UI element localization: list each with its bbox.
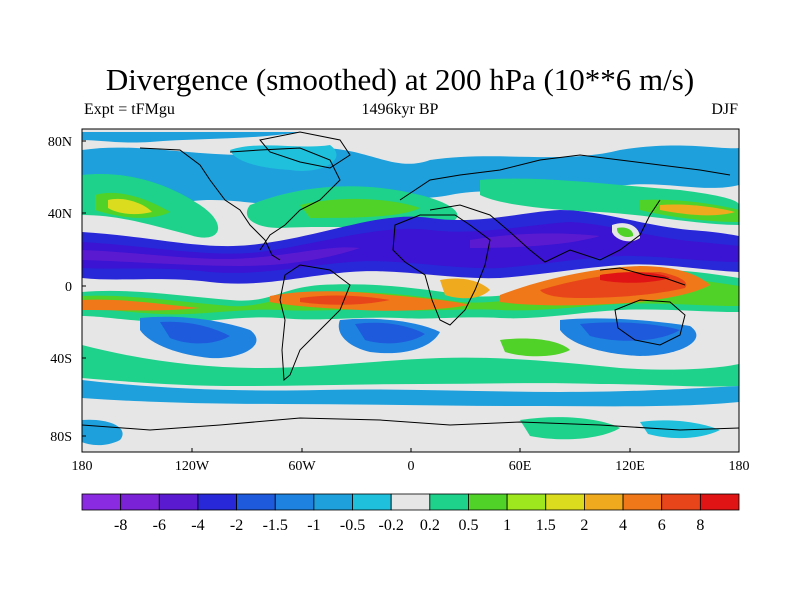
contour-neg-sindian-core: [580, 322, 680, 341]
lat-label-0: 0: [65, 280, 72, 295]
lon-label-60w: 60W: [288, 459, 316, 474]
contour-pos-samerica-core: [300, 295, 390, 305]
contour-neg-satlantic-core: [355, 322, 425, 344]
longitude-axis: 180 120W 60W 0 60E 120E 180: [72, 448, 750, 474]
coast-north-america-east: [229, 147, 341, 251]
colorbar-swatch: [661, 493, 701, 511]
contour-pos-maritime-max: [600, 272, 670, 283]
colorbar-label: 2: [580, 517, 588, 534]
contour-neg-asia-core: [470, 233, 600, 248]
colorbar-swatch: [236, 493, 276, 511]
lon-label-120w: 120W: [175, 459, 210, 474]
lon-label-180w: 180: [72, 459, 93, 474]
lon-label-180e: 180: [729, 459, 750, 474]
colorbar-swatch: [313, 493, 353, 511]
colorbar-label: 0.2: [420, 517, 440, 534]
contour-pos-china: [617, 227, 634, 238]
contour-pos-npacific-core: [108, 198, 152, 215]
contour-neg-antarctic-east: [640, 420, 720, 439]
plot-title: Divergence (smoothed) at 200 hPa (10**6 …: [105, 62, 695, 97]
experiment-label: Expt = tFMgu: [84, 101, 175, 118]
contour-neg-pole-n: [82, 132, 300, 143]
colorbar-label: -8: [114, 517, 127, 534]
colorbar-label: 1.5: [536, 517, 556, 534]
contour-neg-spacific-core: [160, 321, 230, 344]
colorbar-label: -6: [153, 517, 166, 534]
coast-greenland: [259, 131, 351, 169]
colorbar-swatch: [622, 493, 663, 511]
colorbar-label: -4: [191, 517, 204, 534]
colorbar-swatch: [390, 493, 431, 511]
coastlines: [82, 131, 739, 431]
colorbar-label: -0.2: [379, 517, 404, 534]
colorbar-label: 8: [696, 517, 704, 534]
coast-antarctica: [82, 417, 739, 431]
coast-australia: [614, 299, 686, 346]
coast-eurasia-south: [429, 199, 661, 263]
colorbar-swatch: [506, 493, 547, 511]
colorbar-swatch: [468, 493, 508, 511]
contour-pos-natlantic-inner: [300, 198, 420, 218]
lat-label-80n: 80N: [48, 135, 72, 150]
lon-label-120e: 120E: [615, 459, 645, 474]
colorbar-label: 1: [503, 517, 511, 534]
lat-label-40n: 40N: [48, 207, 72, 222]
colorbar-label: -2: [230, 517, 243, 534]
contour-pos-npacific-east-core: [660, 204, 735, 216]
colorbar-swatch: [120, 493, 160, 511]
coast-africa: [392, 214, 491, 326]
lon-label-60e: 60E: [509, 459, 532, 474]
lat-label-80s: 80S: [50, 430, 72, 445]
coast-indonesia: [599, 267, 686, 286]
contour-pos-sindian-blob: [500, 338, 570, 357]
colorbar-swatch: [352, 493, 392, 511]
colorbar: -8 -6 -4 -2 -1.5 -1 -0.5 -0.2 0.2 0.5 1 1.5 2 4 6 8: [81, 493, 740, 534]
season-label: DJF: [711, 101, 738, 118]
colorbar-swatch: [429, 493, 469, 511]
lat-label-40s: 40S: [50, 352, 72, 367]
contour-pos-cpacific: [82, 299, 200, 311]
contour-field: [82, 129, 739, 452]
period-label: 1496kyr BP: [361, 101, 439, 118]
colorbar-swatch: [545, 493, 585, 511]
colorbar-label: -1: [307, 517, 320, 534]
colorbar-swatch: [81, 493, 122, 511]
colorbar-swatch: [158, 493, 199, 511]
lon-label-0: 0: [408, 459, 415, 474]
colorbar-label: -0.5: [340, 517, 365, 534]
colorbar-label: 4: [619, 517, 627, 534]
latitude-axis: 80N 40N 0 40S 80S: [48, 135, 86, 445]
coast-south-america: [279, 264, 351, 382]
colorbar-label: 0.5: [458, 517, 478, 534]
coast-eurasia-north: [399, 154, 731, 201]
colorbar-label: -1.5: [263, 517, 288, 534]
colorbar-swatch: [699, 493, 740, 511]
contour-neg-epacific-core: [82, 247, 360, 266]
colorbar-swatch: [197, 493, 237, 511]
colorbar-swatch: [584, 493, 624, 511]
colorbar-swatch: [274, 493, 315, 511]
contour-neg-antarctic-belt: [82, 380, 739, 407]
colorbar-label: 6: [658, 517, 666, 534]
coast-north-america-west: [139, 147, 281, 261]
contour-pos-southern-ring: [82, 345, 739, 387]
